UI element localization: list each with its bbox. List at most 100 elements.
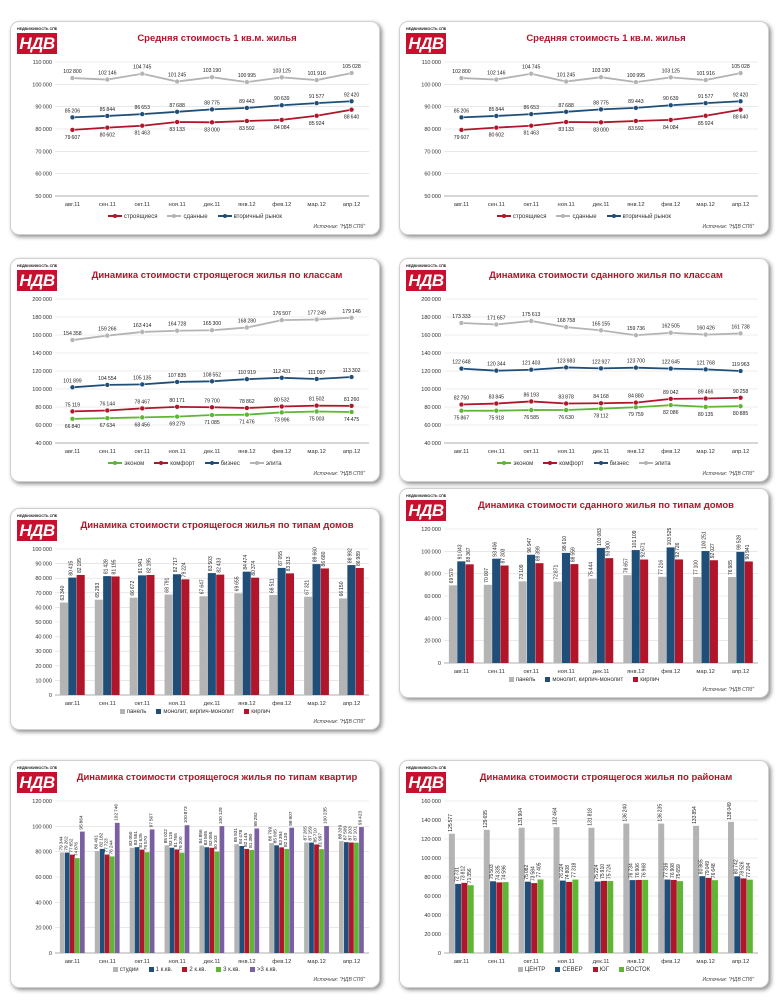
y-tick-label: 90 000 — [35, 562, 52, 568]
data-label: 85 931 — [233, 828, 239, 843]
bar — [559, 880, 566, 953]
y-tick-label: 110 000 — [422, 60, 441, 66]
data-point — [737, 330, 744, 337]
data-label: 83 845 — [489, 395, 505, 401]
ndv-logo: НЕДВИЖИМОСТЬ СПБ НДВ — [17, 766, 57, 793]
bar — [164, 594, 173, 695]
data-label: 75 444 — [589, 562, 595, 577]
bar — [289, 827, 295, 953]
data-label: 84 084 — [274, 125, 290, 131]
data-label: 81 635 — [138, 833, 144, 848]
data-label: 136 240 — [622, 804, 628, 822]
data-label: 86 653 — [134, 105, 150, 111]
data-label: 89 399 — [536, 546, 542, 561]
data-point — [633, 404, 639, 410]
bar — [629, 880, 636, 953]
y-tick-label: 80 000 — [424, 875, 441, 881]
bar — [304, 596, 313, 695]
data-label: 68 456 — [134, 422, 150, 428]
data-label: 89 660 — [313, 547, 319, 562]
y-tick-label: 90 000 — [35, 105, 52, 111]
y-tick-label: 200 000 — [32, 297, 52, 303]
x-tick-label: мар.12 — [696, 669, 715, 675]
x-tick-label: фев.12 — [272, 959, 291, 965]
bar — [172, 574, 181, 695]
data-label: 92 671 — [640, 542, 646, 557]
data-label: 77 316 — [664, 862, 670, 877]
data-label: 80 885 — [733, 411, 749, 417]
x-tick-label: фев.12 — [661, 669, 680, 675]
data-label: 121 403 — [522, 361, 540, 367]
data-point — [279, 317, 285, 323]
data-point — [633, 118, 639, 124]
y-tick-label: 60 000 — [424, 894, 441, 900]
legend-swatch — [119, 708, 125, 714]
data-label: 88 640 — [733, 115, 749, 121]
bar — [623, 575, 632, 663]
data-label: 85 206 — [65, 108, 81, 114]
bar — [209, 847, 215, 953]
data-label: 86 193 — [523, 392, 539, 398]
data-point — [209, 119, 215, 125]
legend-label: вторичный рынок — [233, 214, 283, 220]
logo-mark: НДВ — [406, 500, 446, 521]
legend-swatch — [556, 213, 571, 218]
data-point — [314, 376, 320, 382]
data-point — [279, 102, 285, 108]
x-tick-label: апр.12 — [343, 449, 361, 455]
data-point — [563, 119, 569, 125]
source-note: Источник: "НДВ СПб" — [313, 719, 365, 725]
y-tick-label: 60 000 — [424, 172, 441, 178]
y-tick-label: 160 000 — [32, 333, 52, 339]
y-tick-label: 120 000 — [421, 369, 441, 375]
y-tick-label: 0 — [438, 951, 441, 957]
data-label: 99 528 — [737, 535, 743, 550]
bar — [129, 597, 138, 695]
data-label: 83 000 — [204, 127, 220, 133]
x-tick-label: окт.11 — [523, 202, 538, 208]
data-label: 75 119 — [65, 402, 80, 408]
y-tick-label: 200 000 — [421, 297, 441, 303]
bar — [94, 851, 100, 953]
data-label: 78 862 — [239, 399, 255, 405]
bar — [642, 879, 649, 953]
chart-legend: студии 1 к.кв. 2 к.кв. 3 к.кв. >3 к.кв. — [11, 965, 379, 975]
data-label: 101 245 — [168, 73, 186, 79]
data-label: 91 043 — [457, 544, 463, 559]
data-label: 80 865 — [699, 859, 705, 874]
data-point — [737, 98, 744, 104]
data-label: 112 431 — [273, 369, 291, 375]
bar — [216, 574, 225, 695]
data-label: 85 844 — [489, 107, 505, 113]
data-label: 66 672 — [130, 581, 136, 596]
data-label: 83 394 — [278, 831, 284, 846]
bar — [349, 842, 354, 953]
data-label: 79 700 — [204, 398, 220, 404]
data-label: 154 358 — [63, 331, 81, 337]
logo-tagline: НЕДВИЖИМОСТЬ СПБ — [406, 27, 446, 31]
data-point — [139, 405, 145, 412]
data-point — [668, 365, 674, 372]
data-label: 165 155 — [592, 321, 610, 327]
data-point — [174, 109, 180, 115]
data-point — [528, 111, 534, 117]
data-label: 81 997 — [318, 833, 324, 848]
data-point — [279, 375, 285, 381]
bar — [285, 573, 295, 695]
y-tick-label: 140 000 — [421, 351, 441, 357]
data-label: 86 680 — [321, 551, 327, 566]
data-label: 74 808 — [565, 865, 571, 880]
x-tick-label: янв.12 — [627, 959, 644, 965]
data-point — [563, 400, 569, 407]
data-label: 81 765 — [173, 833, 179, 848]
x-tick-label: дек.11 — [204, 449, 221, 455]
bar — [242, 571, 251, 695]
chart-legend: эконом комфорт бизнес элита — [11, 459, 379, 469]
x-tick-label: мар.12 — [696, 202, 715, 208]
source-note: Источник: "НДВ СПб" — [313, 977, 365, 983]
data-point — [737, 107, 744, 113]
data-point — [563, 364, 569, 371]
chart-legend: строящиеся сданные вторичный рынок — [11, 212, 379, 222]
bar — [234, 593, 243, 695]
data-label: 160 426 — [696, 326, 714, 332]
